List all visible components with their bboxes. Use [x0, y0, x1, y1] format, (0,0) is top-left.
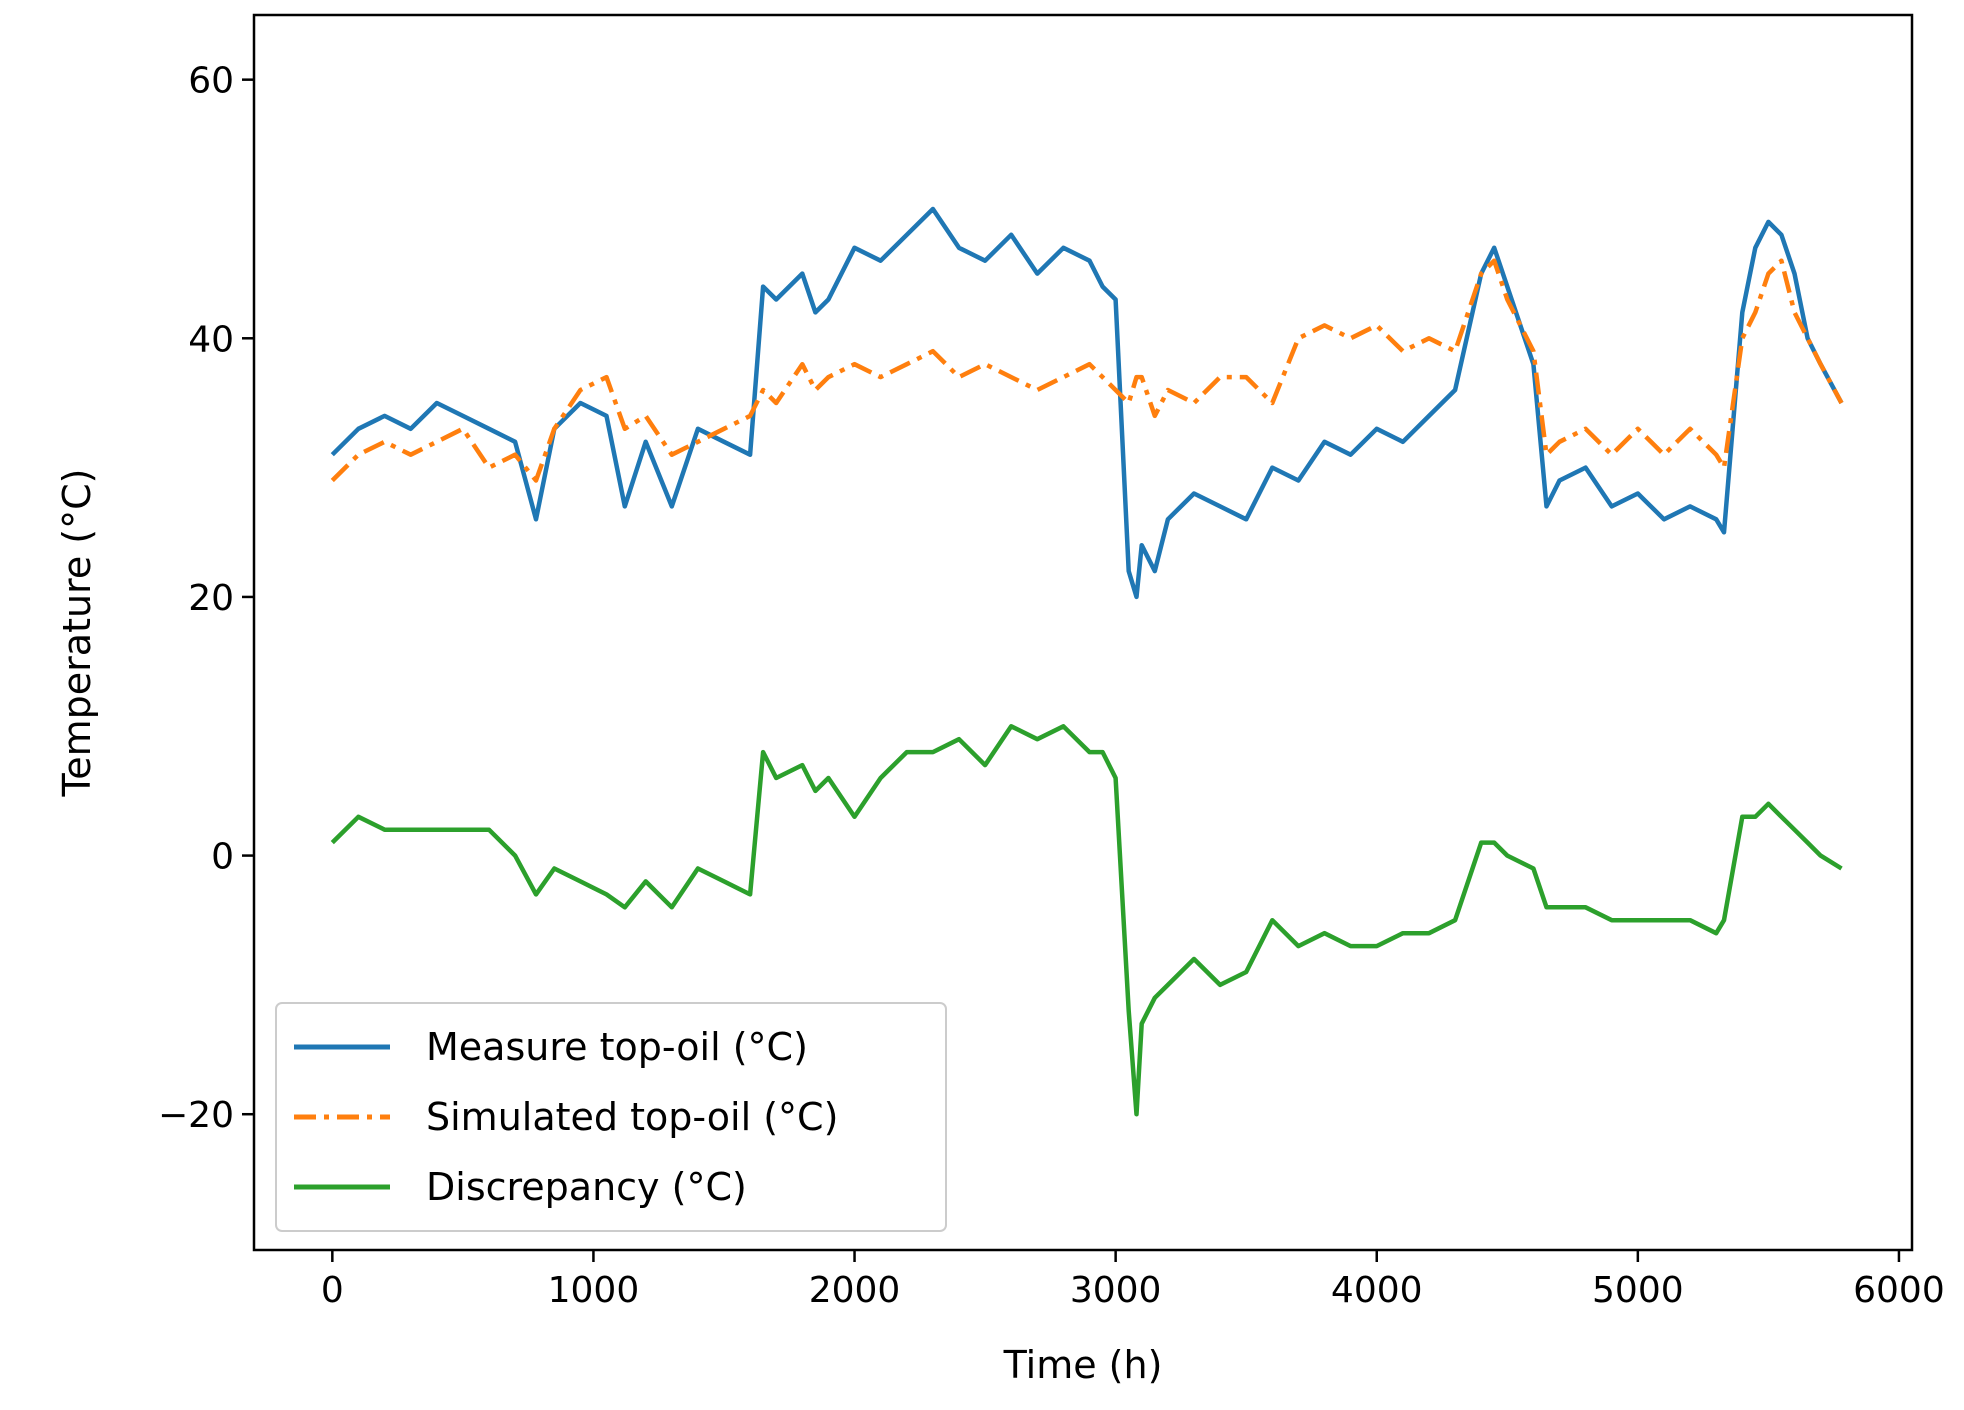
x-axis-ticks: 0 1000 2000 3000 4000 5000 6000 — [321, 1250, 1945, 1311]
x-tick-label: 0 — [321, 1270, 344, 1311]
x-tick-label: 6000 — [1853, 1270, 1945, 1311]
legend-label-0: Measure top-oil (°C) — [426, 1025, 808, 1069]
y-tick-label: 0 — [211, 837, 234, 878]
legend-label-1: Simulated top-oil (°C) — [426, 1095, 838, 1139]
y-tick-label: 20 — [188, 578, 234, 619]
legend-label-2: Discrepancy (°C) — [426, 1165, 747, 1209]
series-line-2 — [330, 724, 1843, 1117]
series-line-1 — [330, 258, 1844, 483]
legend-box — [275, 1002, 947, 1232]
y-axis-ticks: −20 0 20 40 60 — [158, 61, 254, 1136]
plot-lines — [330, 206, 1844, 1117]
x-tick-label: 4000 — [1331, 1270, 1423, 1311]
x-tick-label: 3000 — [1070, 1270, 1162, 1311]
legend: Measure top-oil (°C) Simulated top-oil (°… — [275, 1002, 947, 1232]
x-tick-label: 1000 — [548, 1270, 640, 1311]
series-line-0 — [330, 206, 1844, 600]
x-tick-label: 2000 — [809, 1270, 901, 1311]
y-tick-label: 60 — [188, 61, 234, 102]
y-tick-label: −20 — [158, 1095, 234, 1136]
x-axis-label: Time (h) — [1003, 1343, 1163, 1387]
y-tick-label: 40 — [188, 319, 234, 360]
x-tick-label: 5000 — [1592, 1270, 1684, 1311]
y-axis-label: Temperature (°C) — [55, 469, 99, 798]
plot-frame — [252, 13, 1914, 1252]
